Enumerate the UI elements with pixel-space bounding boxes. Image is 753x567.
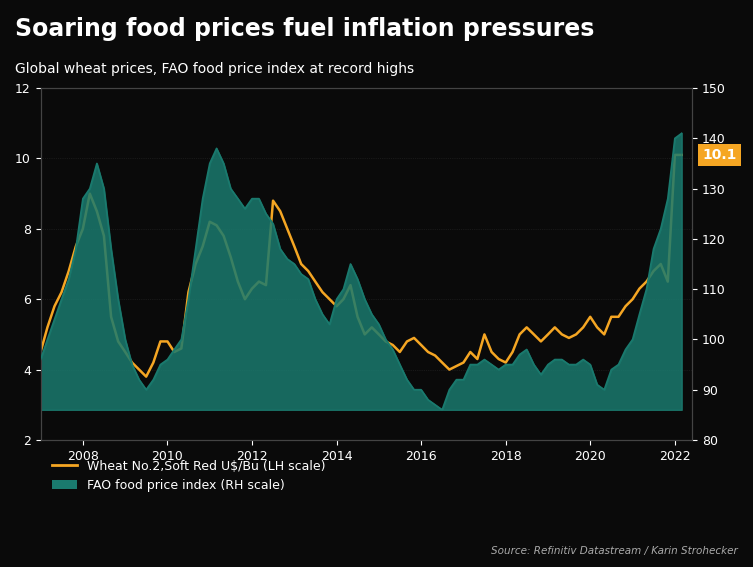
Text: Soaring food prices fuel inflation pressures: Soaring food prices fuel inflation press… [15,17,594,41]
Legend: Wheat No.2,Soft Red U$/Bu (LH scale), FAO food price index (RH scale): Wheat No.2,Soft Red U$/Bu (LH scale), FA… [47,455,331,497]
Text: 10.1: 10.1 [703,148,737,162]
Text: Global wheat prices, FAO food price index at record highs: Global wheat prices, FAO food price inde… [15,62,414,77]
Text: Source: Refinitiv Datastream / Karin Strohecker: Source: Refinitiv Datastream / Karin Str… [491,545,738,556]
